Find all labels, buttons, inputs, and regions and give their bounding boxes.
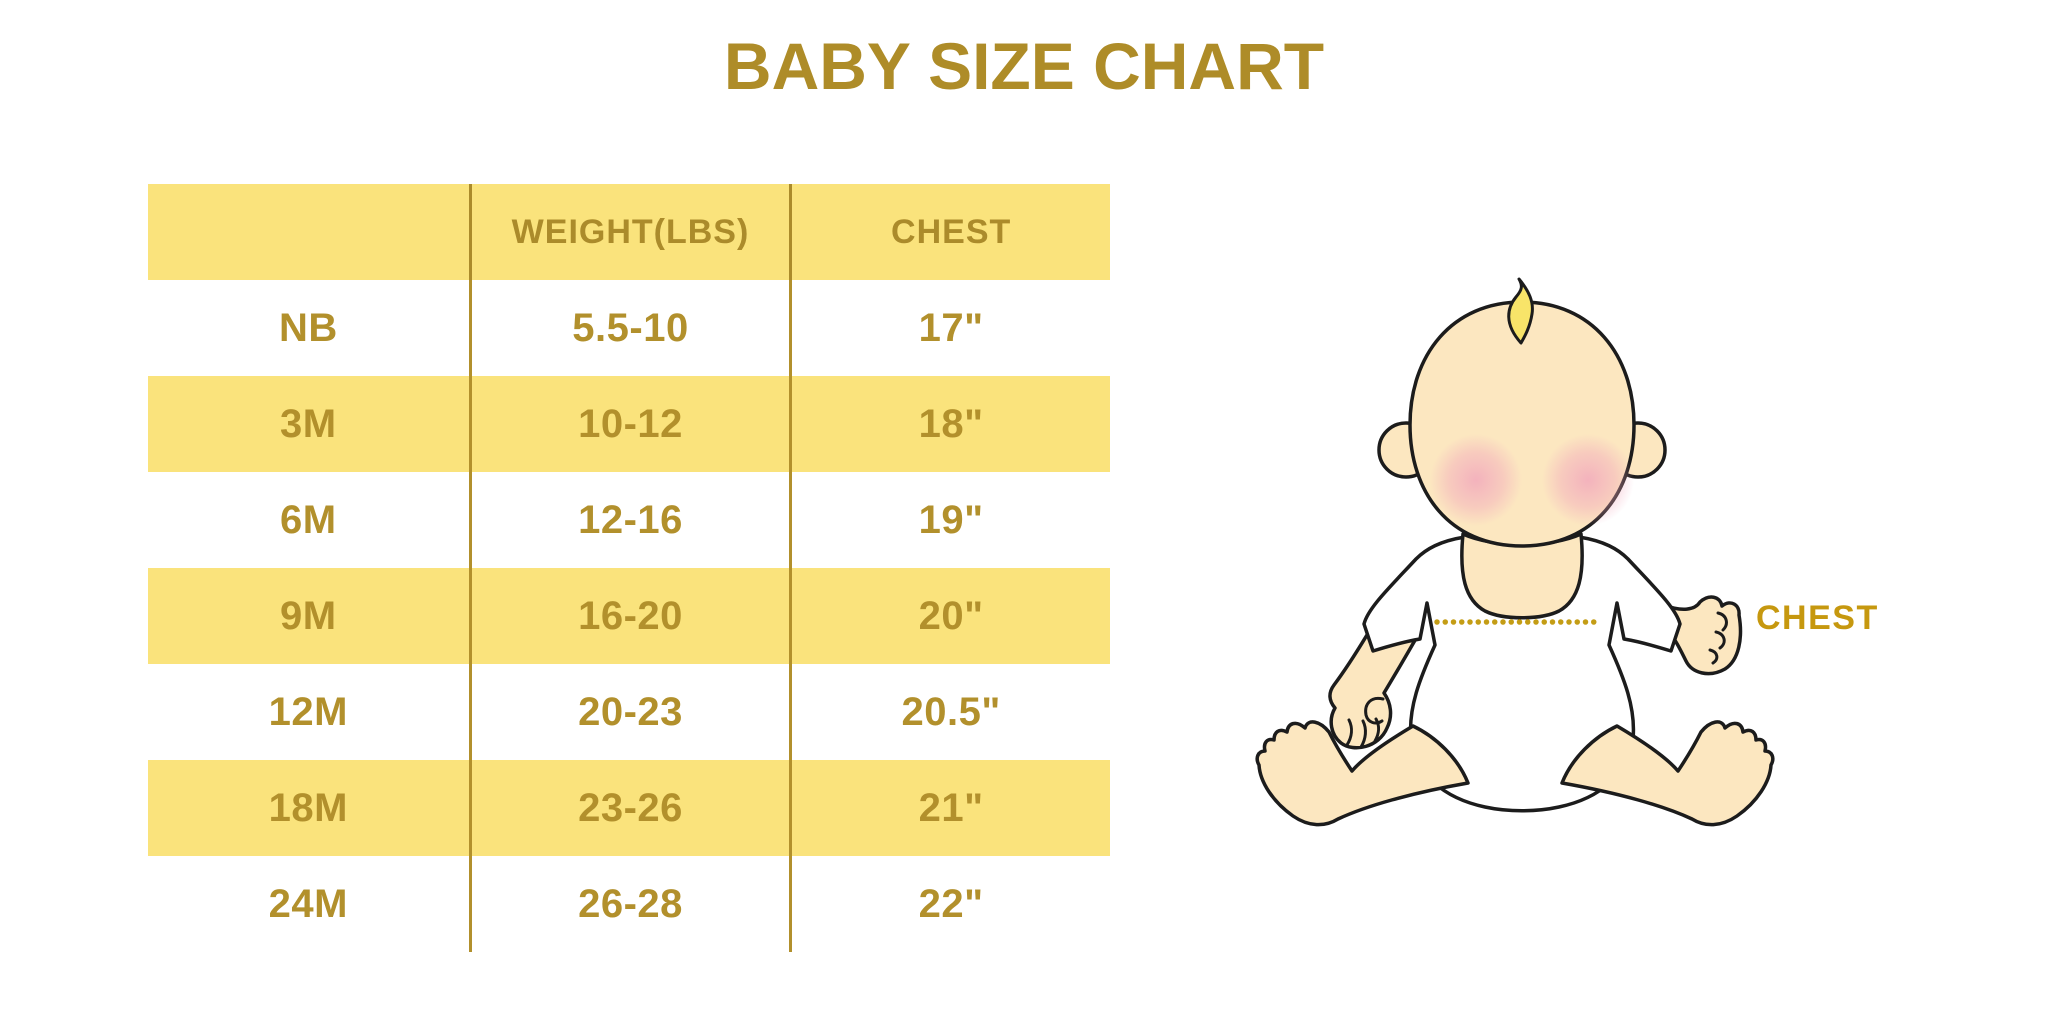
table-header-row: WEIGHT(LBS) CHEST: [148, 184, 1110, 280]
chest-cell: 17": [789, 280, 1110, 376]
size-cell: 18M: [148, 760, 469, 856]
size-cell: 24M: [148, 856, 469, 952]
size-cell: 6M: [148, 472, 469, 568]
table-row: 12M 20-23 20.5": [148, 664, 1110, 760]
size-cell: 9M: [148, 568, 469, 664]
size-cell: NB: [148, 280, 469, 376]
table-row: NB 5.5-10 17": [148, 280, 1110, 376]
baby-right-arm: [1662, 595, 1743, 676]
chest-cell: 18": [789, 376, 1110, 472]
chest-cell: 22": [789, 856, 1110, 952]
weight-cell: 26-28: [468, 856, 790, 952]
table-row: 9M 16-20 20": [148, 568, 1110, 664]
baby-hair-curl: [1507, 277, 1534, 345]
table-row: 24M 26-28 22": [148, 856, 1110, 952]
baby-right-leg: [1560, 720, 1775, 827]
header-weight-cell: WEIGHT(LBS): [468, 184, 790, 280]
chest-cell: 21": [789, 760, 1110, 856]
baby-size-table: WEIGHT(LBS) CHEST NB 5.5-10 17" 3M 10-12…: [148, 184, 1110, 952]
baby-left-cheek: [1430, 434, 1522, 526]
table-row: 18M 23-26 21": [148, 760, 1110, 856]
weight-cell: 16-20: [468, 568, 790, 664]
size-cell: 3M: [148, 376, 469, 472]
header-chest-cell: CHEST: [789, 184, 1110, 280]
weight-cell: 5.5-10: [468, 280, 790, 376]
table-row: 3M 10-12 18": [148, 376, 1110, 472]
size-cell: 12M: [148, 664, 469, 760]
chest-cell: 20.5": [789, 664, 1110, 760]
weight-cell: 20-23: [468, 664, 790, 760]
baby-illustration: [1255, 277, 1775, 827]
table-row: 6M 12-16 19": [148, 472, 1110, 568]
chest-cell: 20": [789, 568, 1110, 664]
header-size-cell: [148, 184, 469, 280]
weight-cell: 10-12: [468, 376, 790, 472]
chest-label: CHEST: [1756, 599, 1879, 637]
weight-cell: 12-16: [468, 472, 790, 568]
baby-left-arm: [1328, 626, 1424, 750]
baby-right-cheek: [1542, 434, 1634, 526]
weight-cell: 23-26: [468, 760, 790, 856]
chest-cell: 19": [789, 472, 1110, 568]
page-title: BABY SIZE CHART: [723, 29, 1325, 103]
baby-left-leg: [1255, 720, 1470, 827]
